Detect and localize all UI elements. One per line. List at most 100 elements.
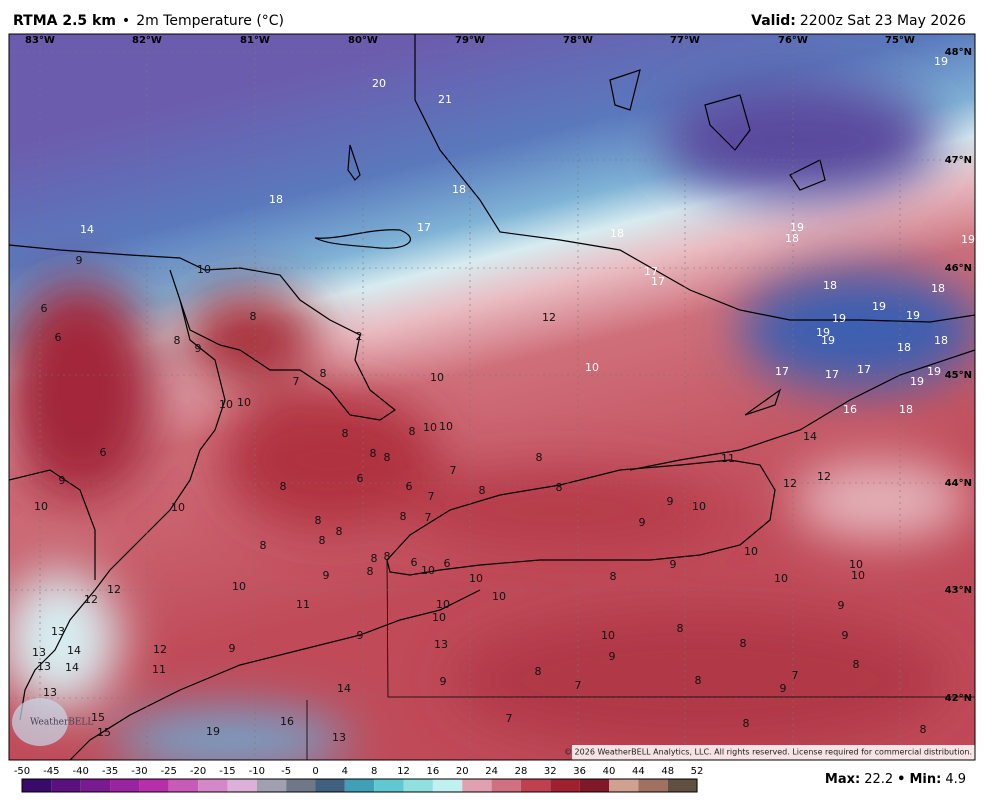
temp-label: 8 [677,622,684,635]
temp-label: 12 [107,583,121,596]
max-label: Max: [825,772,860,787]
temp-label: 10 [744,545,758,558]
colorbar-label: -10 [249,766,265,777]
temp-label: 7 [792,669,799,682]
temp-label: 9 [609,650,616,663]
temp-label: 9 [59,474,66,487]
temp-label: 18 [899,403,913,416]
colorbar-swatch [667,779,698,792]
colorbar-label: 12 [397,766,410,777]
temp-label: 9 [838,599,845,612]
colorbar-swatch [139,779,169,792]
colorbar-label: 40 [603,766,616,777]
temp-label: 18 [897,341,911,354]
temp-label: 8 [336,525,343,538]
colorbar-swatch [374,779,404,792]
temp-label: 9 [667,495,674,508]
temp-label: 9 [780,682,787,695]
colorbar-swatch [80,779,111,792]
temp-label: 8 [384,451,391,464]
colorbar-swatch [579,779,609,792]
temp-label: 13 [32,646,46,659]
temp-label: 8 [370,447,377,460]
valid-time: 2200z Sat 23 May 2026 [800,13,966,29]
temp-label: 6 [357,472,364,485]
temp-label: 19 [934,55,948,68]
temp-label: 10 [432,611,446,624]
temp-label: 6 [41,302,48,315]
temp-label: 17 [644,265,658,278]
separator: • [122,13,130,29]
model: RTMA 2.5 km [13,13,116,29]
temp-label: 8 [250,310,257,323]
valid-label: Valid: [751,13,796,29]
temp-label: 10 [232,580,246,593]
lon-label: 77°W [670,35,700,46]
colorbar-label: -50 [14,766,30,777]
colorbar-label: 8 [371,766,377,777]
colorbar-swatch [256,779,287,792]
lat-label: 45°N [945,370,972,381]
temp-label: 10 [851,569,865,582]
colorbar-swatch [638,779,668,792]
temp-label: 6 [100,446,107,459]
temp-label: 9 [670,558,677,571]
temp-label: 8 [536,451,543,464]
lat-label: 43°N [945,585,972,596]
temp-label: 9 [76,254,83,267]
temp-label: 10 [237,396,251,409]
temp-label: 14 [80,223,94,236]
temp-label: 18 [934,334,948,347]
temp-label: 18 [785,232,799,245]
temp-label: 14 [65,661,79,674]
colorbar-swatch [110,779,140,792]
temp-label: 13 [37,660,51,673]
header-title: RTMA 2.5 km • 2m Temperature (°C) [13,13,284,29]
temp-label: 8 [319,534,326,547]
temp-label: 8 [384,550,391,563]
temp-label: 8 [315,514,322,527]
temp-label: 10 [430,371,444,384]
temp-label: 18 [452,183,466,196]
lon-label: 79°W [455,35,485,46]
temp-label: 10 [171,501,185,514]
colorbar-label: 28 [515,766,528,777]
lat-label: 44°N [945,478,972,489]
colorbar-label: 16 [427,766,440,777]
temp-label: 10 [849,558,863,571]
temp-label: 14 [803,430,817,443]
temp-label: 12 [153,643,167,656]
lat-label: 48°N [945,47,972,58]
colorbar-label: 20 [456,766,469,777]
lon-label: 81°W [240,35,270,46]
temp-label: 19 [872,300,886,313]
temp-label: 9 [195,342,202,355]
temp-label: 10 [601,629,615,642]
temp-label: 10 [774,572,788,585]
temp-label: 10 [439,420,453,433]
min-label: Min: [909,772,941,787]
temp-label: 12 [84,593,98,606]
temp-label: 8 [535,665,542,678]
temp-label: 7 [293,375,300,388]
temp-label: 13 [332,731,346,744]
temp-label: 7 [506,712,513,725]
colorbar-swatch [462,779,492,792]
temp-label: 19 [816,326,830,339]
temp-label: 19 [821,334,835,347]
max: 22.2 [864,772,893,787]
temp-label: 8 [740,637,747,650]
temp-label: 14 [67,644,81,657]
colorbar-label: -5 [281,766,291,777]
temp-label: 8 [342,427,349,440]
temp-label: 10 [469,572,483,585]
colorbar-label: -30 [131,766,147,777]
lat-label: 47°N [945,155,972,166]
lat-label: 46°N [945,263,972,274]
lon-label: 82°W [132,35,162,46]
colorbar-label: -25 [161,766,177,777]
temp-label: 8 [556,481,563,494]
temp-label: 8 [320,367,327,380]
colorbar-swatch [227,779,257,792]
temp-label: 11 [296,598,310,611]
